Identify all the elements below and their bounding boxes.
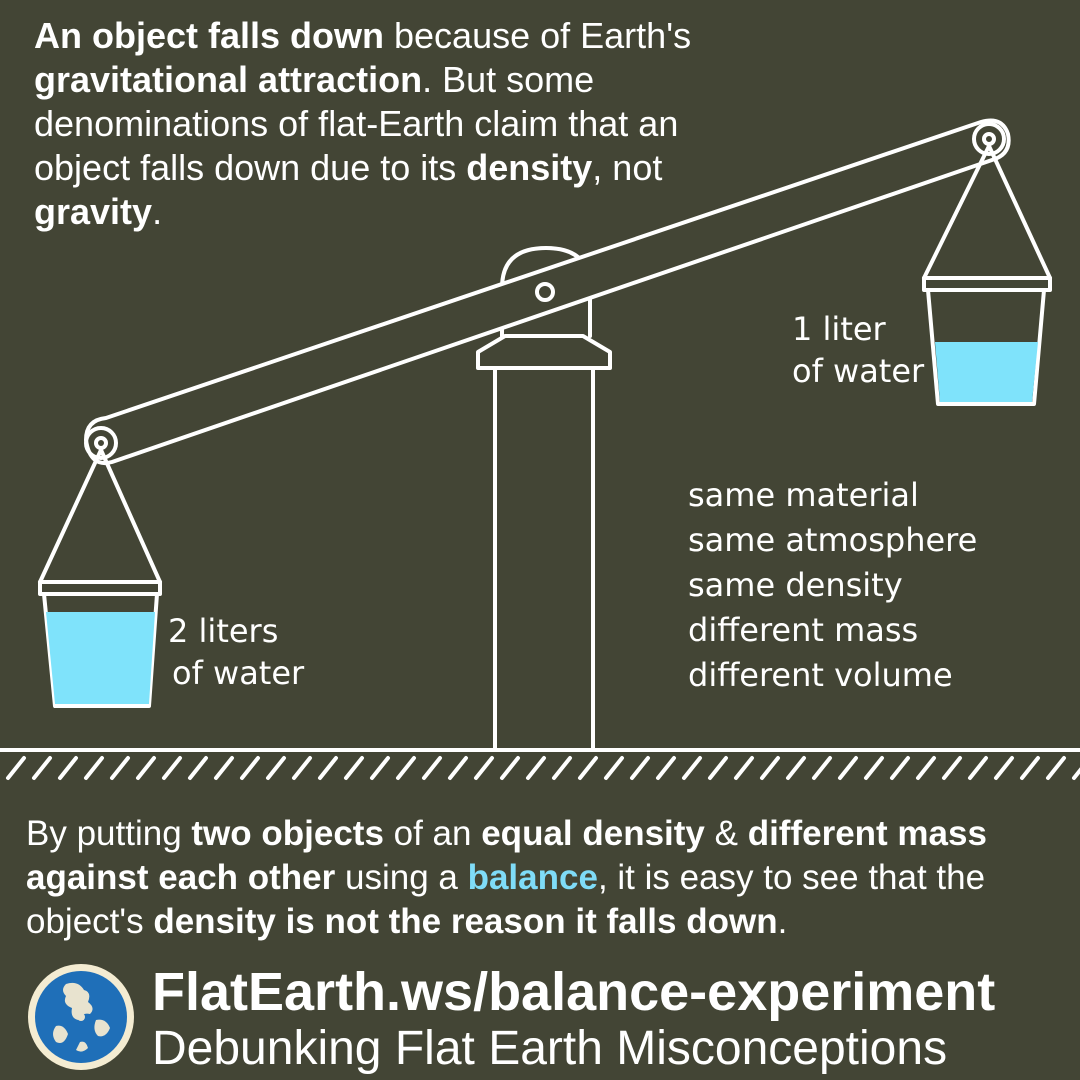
ground-hatch-mark: [370, 756, 390, 780]
balance-diagram: 2 liters of water 1 liter of water same …: [0, 118, 1080, 780]
property-item: same atmosphere: [688, 521, 977, 559]
right-bucket-label-line1: 1 liter: [792, 310, 887, 348]
ground-hatch-mark: [6, 756, 26, 780]
intro-text-part: , not: [592, 147, 663, 188]
ground-hatch-mark: [448, 756, 468, 780]
globe-icon: [28, 964, 134, 1070]
ground-hatch-mark: [110, 756, 130, 780]
ground-hatch-mark: [916, 756, 936, 780]
intro-bold-falls: An object falls down: [34, 15, 385, 56]
site-url[interactable]: FlatEarth.ws/balance-experiment: [152, 962, 996, 1022]
ground-hatch-mark: [604, 756, 624, 780]
ground-hatch-mark: [630, 756, 650, 780]
right-bucket: [922, 144, 1052, 406]
property-item: different mass: [688, 611, 918, 649]
ground-hatch-mark: [32, 756, 52, 780]
ground-hatch-mark: [682, 756, 702, 780]
intro-text: An object falls down because of Earth's …: [34, 14, 734, 234]
ground-hatch-mark: [396, 756, 416, 780]
ground-hatch-mark: [474, 756, 494, 780]
summary-bold: different mass against each other: [26, 814, 987, 897]
ground-hatch-mark: [318, 756, 338, 780]
ground-hatch-mark: [58, 756, 78, 780]
summary-part: &: [704, 814, 748, 853]
summary-part: .: [777, 902, 788, 941]
ground-hatch-mark: [240, 756, 260, 780]
ground-hatch-mark: [968, 756, 988, 780]
ground-hatch-mark: [344, 756, 364, 780]
right-water: [935, 342, 1038, 402]
property-item: same material: [688, 476, 919, 514]
ground-hatch-mark: [812, 756, 832, 780]
summary-part: of an: [383, 814, 482, 853]
summary-bold: two objects: [191, 814, 384, 853]
summary-part: using a: [335, 858, 468, 897]
properties-list: same material same atmosphere same densi…: [688, 476, 977, 694]
ground-hatch-mark: [500, 756, 520, 780]
ground-hatch-mark: [422, 756, 442, 780]
intro-bold-gravity: gravity: [34, 191, 153, 232]
summary-text: By putting two objects of an equal densi…: [26, 812, 1066, 944]
ground-hatch-mark: [890, 756, 910, 780]
ground-hatch-mark: [266, 756, 286, 780]
ground-hatch-mark: [214, 756, 234, 780]
property-item: same density: [688, 566, 903, 604]
ground-hatch-mark: [760, 756, 780, 780]
ground-hatch-mark: [1072, 767, 1080, 780]
ground-hatch-mark: [292, 756, 312, 780]
summary-part: , it is easy to see that the object's: [26, 858, 986, 941]
ground-hatch-mark: [578, 756, 598, 780]
ground-hatch-mark: [942, 756, 962, 780]
ground-hatch-mark: [526, 756, 546, 780]
left-bucket-label-line1: 2 liters: [168, 612, 278, 650]
ground-hatch-mark: [552, 756, 572, 780]
ground-hatch-mark: [1020, 756, 1040, 780]
left-water: [46, 612, 155, 704]
ground-hatch-mark: [864, 756, 884, 780]
left-bucket: [38, 448, 162, 708]
ground-hatch-mark: [162, 756, 182, 780]
ground-hatch-mark: [786, 756, 806, 780]
summary-bold: equal density: [481, 814, 705, 853]
intro-bold-gravitational: gravitational attraction: [34, 59, 423, 100]
left-bucket-label-line2: of water: [172, 654, 305, 692]
summary-bold: density is not the reason it falls down: [153, 902, 778, 941]
property-item: different volume: [688, 656, 953, 694]
site-tagline: Debunking Flat Earth Misconceptions: [152, 1022, 948, 1075]
ground-hatching: [6, 756, 1080, 780]
ground-hatch-mark: [994, 756, 1014, 780]
ground-hatch-mark: [136, 756, 156, 780]
summary-part: By putting: [26, 814, 192, 853]
ground-hatch-mark: [188, 756, 208, 780]
ground-hatch-mark: [84, 756, 104, 780]
ground-hatch-mark: [708, 756, 728, 780]
intro-text-part: . But some denominations of flat-Earth c…: [34, 59, 679, 188]
balance-beam: [84, 118, 1011, 465]
summary-balance-highlight: balance: [467, 858, 598, 897]
intro-bold-density: density: [466, 147, 593, 188]
intro-text-part: .: [152, 191, 163, 232]
intro-text-part: because of Earth's: [384, 15, 692, 56]
ground-hatch-mark: [838, 756, 858, 780]
right-bucket-label-line2: of water: [792, 352, 925, 390]
ground-hatch-mark: [1046, 756, 1066, 780]
ground-hatch-mark: [656, 756, 676, 780]
ground-hatch-mark: [734, 756, 754, 780]
